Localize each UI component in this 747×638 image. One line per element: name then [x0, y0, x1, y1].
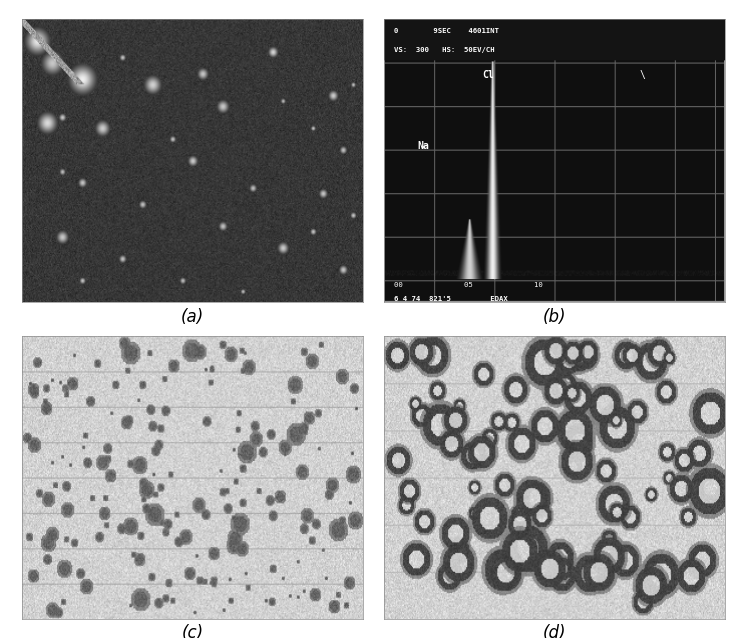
Text: 6 4 74  821'5         EDAX: 6 4 74 821'5 EDAX — [394, 297, 508, 302]
Text: VS:  300   HS:  50EV/CH: VS: 300 HS: 50EV/CH — [394, 47, 495, 54]
Text: Cl: Cl — [483, 70, 495, 80]
X-axis label: (d): (d) — [542, 625, 566, 638]
X-axis label: (a): (a) — [182, 308, 205, 325]
X-axis label: (b): (b) — [542, 308, 566, 325]
Text: 0        9SEC    4601INT: 0 9SEC 4601INT — [394, 27, 499, 34]
X-axis label: (c): (c) — [182, 625, 204, 638]
Text: \: \ — [639, 70, 645, 80]
Text: 00              05              10: 00 05 10 — [394, 282, 543, 288]
Text: Na: Na — [418, 141, 430, 151]
